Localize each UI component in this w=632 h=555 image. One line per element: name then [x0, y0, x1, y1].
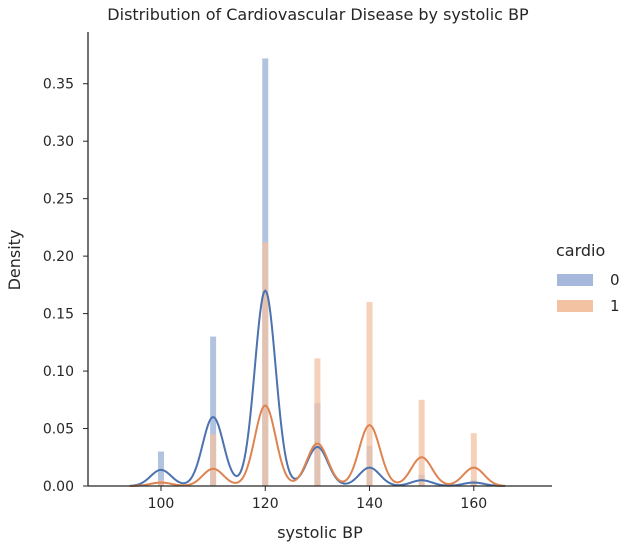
x-tick-label: 120 [252, 496, 279, 512]
x-tick-label: 160 [460, 496, 487, 512]
legend-label-0: 0 [610, 271, 620, 289]
bar [366, 302, 373, 486]
plot-area [129, 58, 506, 487]
y-axis-label: Density [5, 230, 24, 291]
x-tick-label: 140 [356, 496, 383, 512]
bar [210, 434, 217, 486]
bar [470, 433, 477, 486]
legend: cardio 01 [556, 241, 620, 315]
y-tick-label: 0.25 [43, 192, 74, 208]
bar [210, 336, 217, 486]
y-axis-ticks: 0.00 0.05 0.10 0.15 0.20 0.25 0.30 0.35 [43, 77, 88, 495]
y-tick-label: 0.00 [43, 479, 74, 495]
y-tick-label: 0.15 [43, 307, 74, 323]
bar [262, 242, 269, 486]
x-axis-label: systolic BP [277, 523, 363, 542]
legend-swatch-0 [557, 274, 593, 286]
x-tick-label: 100 [148, 496, 175, 512]
bar [157, 451, 164, 486]
y-tick-label: 0.20 [43, 249, 74, 265]
y-tick-label: 0.30 [43, 134, 74, 150]
y-tick-label: 0.35 [43, 77, 74, 93]
kde-line-0 [129, 289, 506, 487]
x-axis-ticks: 100 120 140 160 [148, 486, 487, 512]
kde-line-1 [129, 404, 506, 487]
legend-items: 01 [557, 271, 620, 315]
chart-title: Distribution of Cardiovascular Disease b… [107, 5, 529, 24]
bar [418, 399, 425, 486]
y-tick-label: 0.10 [43, 364, 74, 380]
bar [314, 358, 321, 486]
legend-title: cardio [556, 241, 605, 260]
bar-series-1 [157, 242, 477, 486]
legend-swatch-1 [557, 300, 593, 312]
y-tick-label: 0.05 [43, 422, 74, 438]
legend-label-1: 1 [610, 297, 620, 315]
